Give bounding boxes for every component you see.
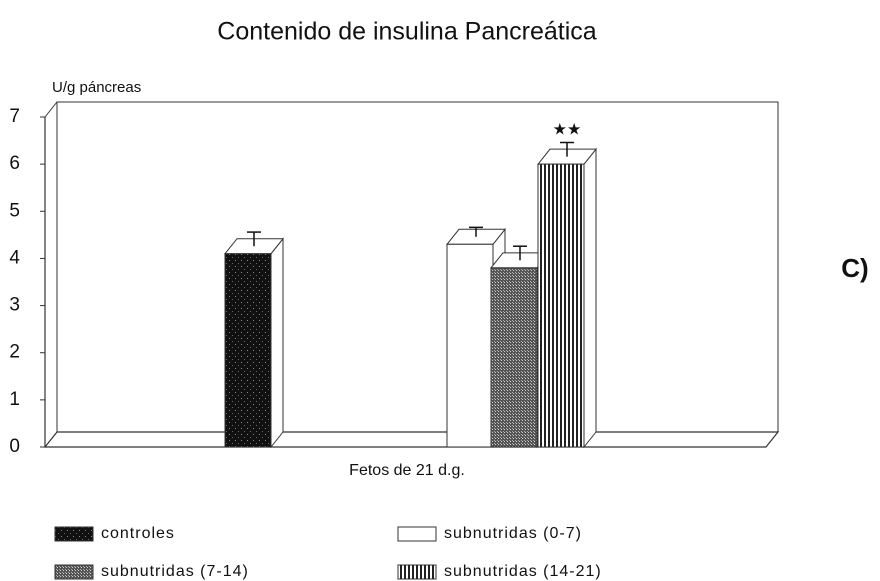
bar — [224, 253, 272, 448]
back-wall — [56, 101, 779, 432]
legend-swatch — [54, 526, 94, 542]
bar — [490, 267, 538, 448]
legend-label: subnutridas (7-14) — [101, 563, 249, 580]
y-tick-label: 1 — [9, 389, 20, 410]
bar-side — [270, 237, 284, 449]
legend-label: subnutridas (0-7) — [444, 525, 582, 542]
y-tick-label: 5 — [9, 200, 20, 221]
panel-label: C) — [841, 253, 868, 283]
y-axis-label: U/g páncreas — [52, 79, 141, 96]
bar — [446, 243, 494, 448]
floor — [43, 431, 780, 448]
bar — [537, 163, 585, 448]
x-axis-label: Fetos de 21 d.g. — [349, 462, 465, 479]
legend-swatch — [397, 526, 437, 542]
bar-side — [583, 147, 597, 449]
y-tick-label: 6 — [9, 153, 20, 174]
axis-depth — [44, 101, 58, 118]
y-tick-label: 3 — [9, 295, 20, 316]
annotation: ★★ — [553, 122, 582, 139]
legend-swatch — [397, 564, 437, 580]
legend-swatch — [54, 564, 94, 580]
y-tick-label: 2 — [9, 342, 20, 363]
legend-label: subnutridas (14-21) — [444, 563, 602, 580]
legend-label: controles — [101, 525, 175, 542]
y-tick-label: 7 — [9, 106, 20, 127]
chart-title: Contenido de insulina Pancreática — [217, 18, 597, 46]
y-tick-label: 4 — [9, 247, 20, 268]
y-tick-label: 0 — [9, 436, 20, 457]
plot — [43, 101, 780, 448]
